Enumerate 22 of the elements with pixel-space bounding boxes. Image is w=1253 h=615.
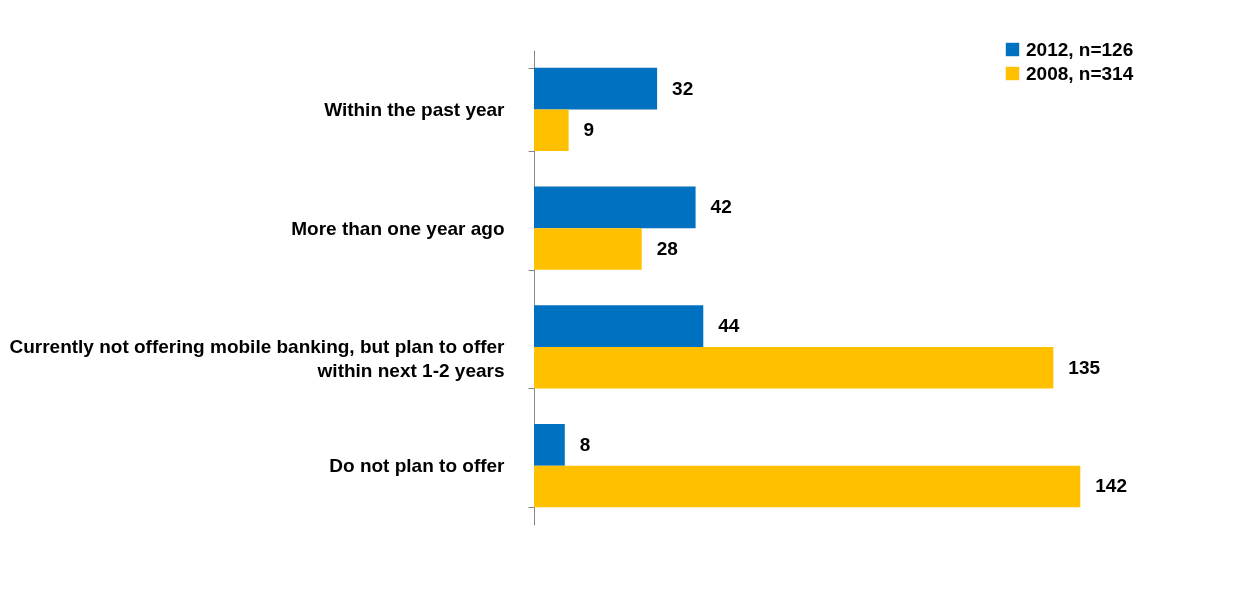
bar bbox=[534, 465, 1081, 508]
bar bbox=[534, 424, 565, 466]
data-label: 9 bbox=[583, 119, 595, 141]
bar bbox=[534, 228, 642, 270]
legend-label: 2008, n=314 bbox=[1026, 62, 1134, 84]
data-label: 135 bbox=[1068, 356, 1101, 378]
y-tick-label: More than one year ago bbox=[291, 217, 505, 239]
data-label: 28 bbox=[656, 237, 678, 259]
y-tick-label: Within the past year bbox=[324, 98, 506, 120]
bar bbox=[534, 109, 569, 151]
data-label: 142 bbox=[1095, 475, 1127, 497]
bar bbox=[534, 305, 704, 347]
bar bbox=[534, 346, 1054, 389]
data-label: 8 bbox=[579, 433, 591, 455]
y-tick-label: Currently not offering mobile banking, but plan to offer within next 1-2 years bbox=[9, 336, 506, 382]
data-label: 44 bbox=[718, 315, 740, 337]
y-tick-label: Do not plan to offer bbox=[329, 455, 506, 477]
bar bbox=[534, 186, 696, 229]
legend-label: 2012, n=126 bbox=[1026, 38, 1134, 60]
bar bbox=[534, 67, 658, 110]
data-label: 42 bbox=[710, 196, 732, 218]
data-label: 32 bbox=[672, 77, 694, 99]
